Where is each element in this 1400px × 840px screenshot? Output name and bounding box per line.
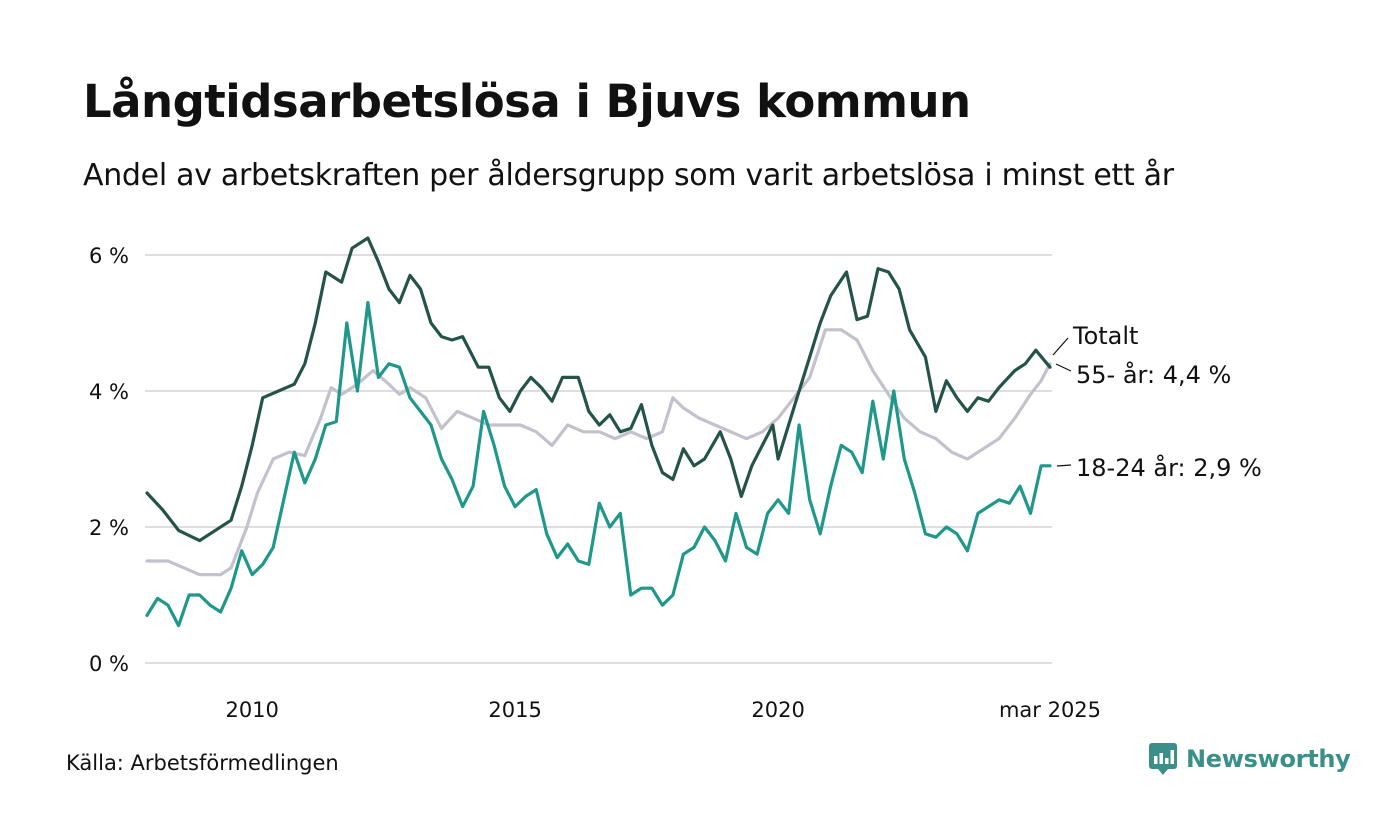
x-tick-label: mar 2025: [999, 698, 1101, 722]
y-tick-label: 2 %: [89, 516, 129, 540]
x-axis-ticks: 2010 2015 2020 mar 2025: [225, 698, 1101, 722]
x-tick-label: 2020: [751, 698, 804, 722]
label-leader-line: [1056, 464, 1072, 467]
y-tick-label: 6 %: [89, 244, 129, 268]
grid-lines: [145, 254, 1052, 664]
label-leader-line: [1052, 337, 1069, 356]
x-tick-label: 2010: [225, 698, 278, 722]
series-label: 18-24 år: 2,9 %: [1076, 453, 1262, 482]
series-line-0: [145, 236, 1052, 543]
x-tick-label: 2015: [488, 698, 541, 722]
label-leader-line: [1055, 363, 1072, 372]
chart-subtitle: Andel av arbetskraften per åldersgrupp s…: [83, 158, 1174, 193]
series-lines: [145, 236, 1052, 628]
chart-title: Långtidsarbetslösa i Bjuvs kommun: [83, 75, 971, 128]
y-tick-label: 0 %: [89, 652, 129, 676]
brand-name: Newsworthy: [1186, 745, 1351, 773]
source-note: Källa: Arbetsförmedlingen: [66, 751, 339, 775]
brand: Newsworthy: [1148, 742, 1351, 776]
y-tick-label: 4 %: [89, 380, 129, 404]
series-label: 55- år: 4,4 %: [1076, 360, 1231, 389]
series-line-2: [145, 301, 1052, 628]
series-labels: Totalt 55- år: 4,4 % 18-24 år: 2,9 %: [1052, 322, 1262, 482]
newsworthy-logo-icon: [1149, 743, 1177, 775]
series-line-1: [145, 328, 1052, 577]
series-label: Totalt: [1072, 322, 1138, 350]
y-axis-ticks: 0 % 2 % 4 % 6 %: [89, 244, 129, 676]
